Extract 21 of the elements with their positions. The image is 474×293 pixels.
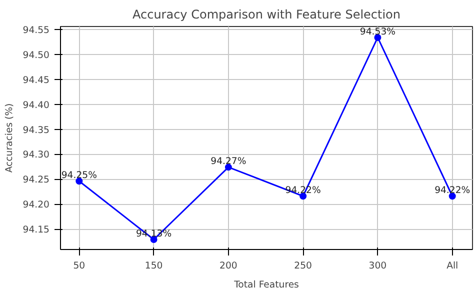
x-tick-label: 50 <box>73 260 86 272</box>
x-tick-label: 200 <box>220 260 238 272</box>
data-label: 94.25% <box>61 170 98 182</box>
y-tick-label: 94.20 <box>22 200 50 211</box>
y-tick-label: 94.30 <box>22 150 50 161</box>
x-tick-label: 250 <box>294 260 312 272</box>
x-tick-label: All <box>446 260 458 272</box>
data-label: 94.53% <box>360 26 396 38</box>
y-tick-label: 94.55 <box>22 24 50 36</box>
y-axis-title: Accuracies (%) <box>4 103 15 173</box>
y-tick-label: 94.50 <box>22 50 50 61</box>
y-tick-label: 94.45 <box>22 74 50 86</box>
y-tick-label: 94.15 <box>22 224 50 236</box>
y-tick-label: 94.25 <box>22 174 50 186</box>
y-tick-label: 94.40 <box>22 100 50 111</box>
x-tick-label: 150 <box>144 260 163 272</box>
x-axis-title: Total Features <box>233 280 300 290</box>
x-tick-label: 300 <box>368 260 387 272</box>
chart-title: Accuracy Comparison with Feature Selection <box>132 8 400 22</box>
y-tick-label: 94.35 <box>22 124 50 136</box>
data-label: 94.27% <box>210 156 246 168</box>
